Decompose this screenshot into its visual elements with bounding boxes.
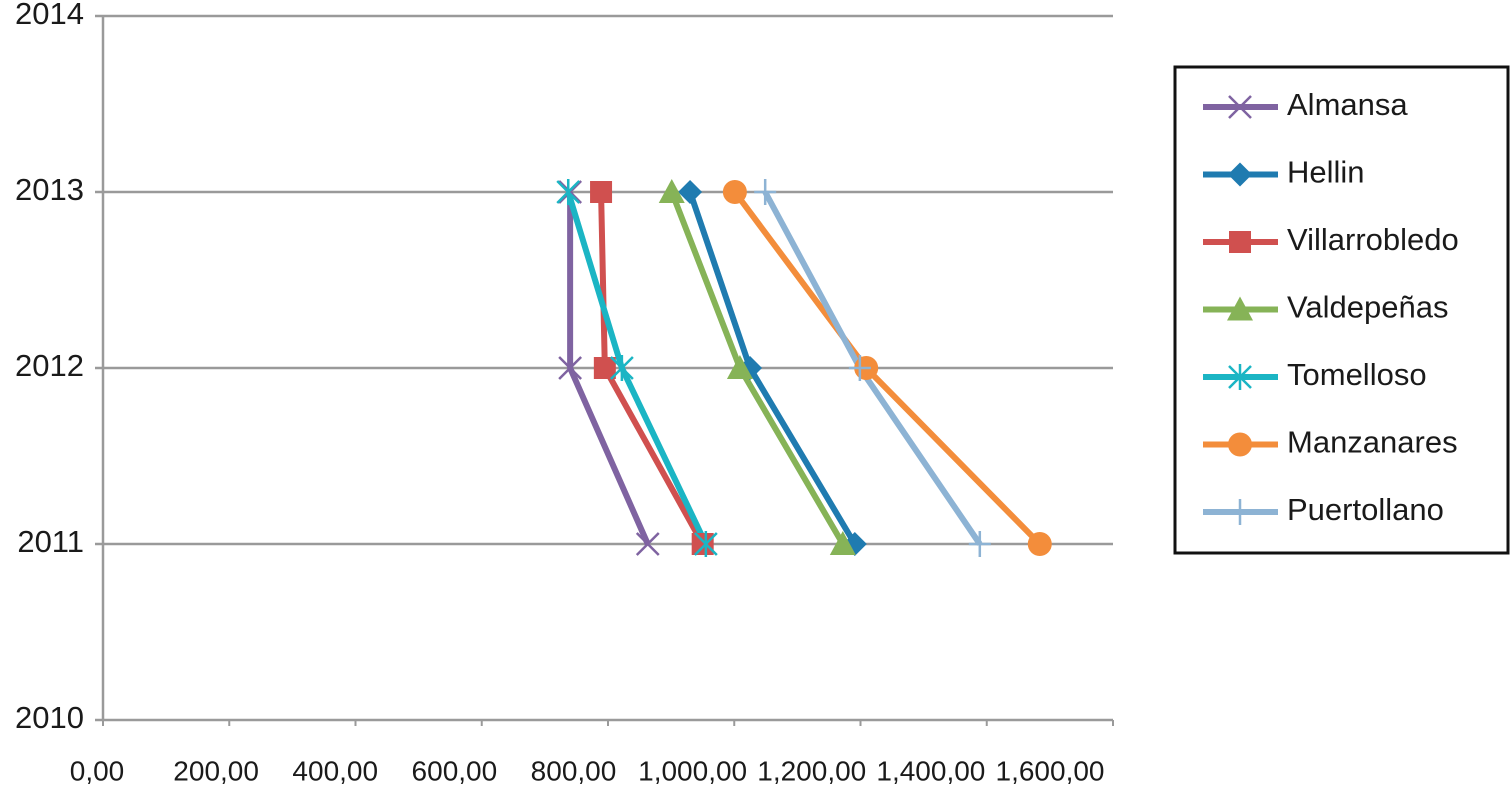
marker	[610, 355, 634, 381]
marker	[1228, 95, 1252, 119]
x-tick-label: 1,600,00	[996, 755, 1105, 786]
y-tick-label: 2013	[15, 172, 84, 207]
marker	[590, 181, 613, 203]
marker	[558, 356, 583, 380]
marker	[1228, 432, 1252, 457]
x-tick-label: 800,00	[531, 755, 617, 786]
y-tick-label: 2014	[15, 0, 84, 31]
legend-label: Almansa	[1287, 87, 1408, 122]
marker	[1228, 364, 1252, 390]
marker	[722, 180, 747, 204]
marker	[848, 355, 871, 381]
legend-label: Hellin	[1287, 155, 1365, 190]
legend-label: Manzanares	[1287, 425, 1458, 460]
marker	[1229, 499, 1251, 525]
legend-label: Valdepeñas	[1287, 290, 1448, 325]
y-tick-label: 2010	[15, 700, 84, 735]
marker	[556, 179, 581, 205]
marker	[678, 180, 703, 204]
x-tick-label: 0,00	[70, 755, 125, 786]
y-tick-label: 2011	[17, 524, 84, 559]
marker	[691, 533, 714, 555]
x-tick-label: 600,00	[412, 755, 498, 786]
marker	[658, 179, 685, 203]
marker	[829, 531, 856, 555]
legend-label: Tomelloso	[1287, 357, 1427, 392]
marker	[1027, 532, 1052, 556]
marker	[968, 531, 991, 557]
x-tick-label: 400,00	[292, 755, 378, 786]
marker	[558, 180, 583, 204]
marker	[693, 531, 718, 557]
x-tick-label: 200,00	[173, 755, 259, 786]
x-tick-label: 1,000,00	[638, 755, 747, 786]
marker	[726, 355, 753, 379]
marker	[1227, 296, 1253, 321]
legend-label: Villarrobledo	[1287, 222, 1459, 257]
marker	[635, 532, 660, 556]
legend-label: Puertollano	[1287, 492, 1444, 527]
marker	[1229, 231, 1251, 253]
marker	[754, 179, 777, 205]
x-tick-label: 1,400,00	[876, 755, 985, 786]
x-tick-label: 1,200,00	[757, 755, 866, 786]
y-tick-label: 2012	[15, 348, 84, 383]
marker	[1228, 162, 1252, 187]
marker	[593, 357, 616, 379]
